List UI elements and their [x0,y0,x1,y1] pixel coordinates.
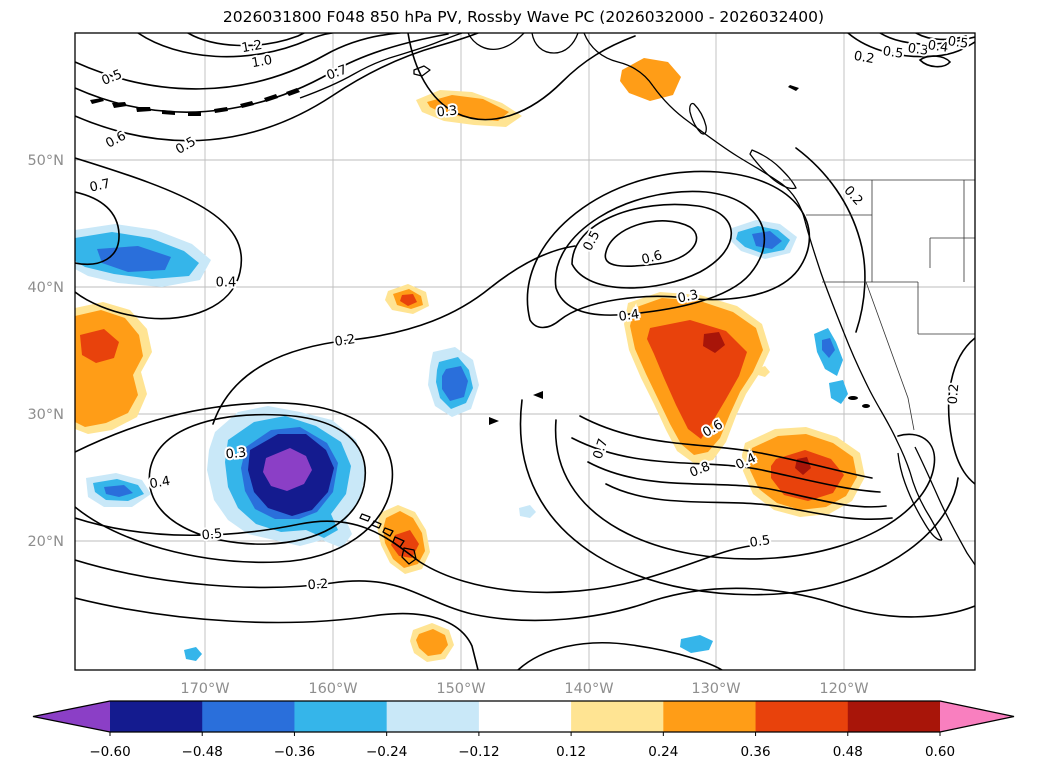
contour-label: 0.2 [946,383,963,405]
map-frame [74,32,976,671]
figure-title: 2026031800 F048 850 hPa PV, Rossby Wave … [222,8,825,26]
colorbar-over-arrow [940,701,1014,732]
political-borders [783,179,975,431]
contour-label: 0.3 [225,445,247,462]
y-tick-label: 30°N [27,407,64,423]
colorbar-tick-label: −0.12 [458,744,499,760]
y-tick-label: 50°N [27,153,64,169]
contour-label: 0.3 [436,103,458,120]
y-tick-label: 20°N [27,534,64,550]
x-tick-label: 150°W [436,681,485,697]
colorbar-segment [386,701,480,732]
contour-label: 0.4 [149,474,172,492]
y-tick-label: 40°N [27,280,64,296]
contour-label: 0.3 [907,41,930,59]
contour-label: 0.3 [676,288,699,307]
colorbar-tick-label: 0.24 [648,744,678,760]
contour-label: 0.5 [947,34,970,52]
tiny-contour-speck [489,417,499,425]
y-axis-labels: 50°N 40°N 30°N 20°N [27,153,64,550]
contour-label: 0.4 [216,276,237,291]
coastlines [90,33,975,566]
contour-label: 0.4 [618,307,641,325]
colorbar-tick-label: 0.48 [833,744,863,760]
colorbar: −0.60 −0.48 −0.36 −0.24 −0.12 0.12 0.24 0.36 0.4… [32,700,1015,760]
colorbar-segment [663,701,757,732]
colorbar-segment [202,701,295,732]
colorbar-tick-label: 0.60 [925,744,955,760]
contour-label: 0.5 [749,533,772,551]
colorbar-segment [847,701,941,732]
colorbar-segment [755,701,849,732]
contour-label: 0.5 [882,44,905,62]
colorbar-tick-label: 0.12 [556,744,586,760]
contour-label: 0.2 [853,49,876,67]
map-background [75,33,975,670]
contour-label: 0.4 [927,38,950,56]
colorbar-tick-label: −0.36 [274,744,315,760]
x-axis-labels: 170°W 160°W 150°W 140°W 130°W 120°W [180,681,868,697]
colorbar-tick-label: −0.48 [182,744,223,760]
colorbar-segment [110,701,203,732]
contour-label: 0.7 [88,177,111,196]
colorbar-tick-label: 0.36 [741,744,771,760]
x-tick-label: 120°W [819,681,868,697]
tiny-contour-speck [533,391,543,399]
contour-label: 0.5 [201,526,223,543]
contour-label: 0.2 [307,577,329,593]
colorbar-tick-label: −0.60 [89,744,130,760]
colorbar-tick-label: −0.24 [366,744,407,760]
contour-label: 1.2 [241,38,264,56]
contour-label: 1.0 [251,53,274,71]
colorbar-segment [571,701,664,732]
x-tick-label: 130°W [691,681,740,697]
x-tick-label: 170°W [180,681,229,697]
colorbar-under-arrow [33,701,110,732]
colorbar-segment [478,701,572,732]
x-tick-label: 160°W [308,681,357,697]
x-tick-label: 140°W [564,681,613,697]
colorbar-segment [294,701,388,732]
contour-label: 0.2 [334,332,357,350]
